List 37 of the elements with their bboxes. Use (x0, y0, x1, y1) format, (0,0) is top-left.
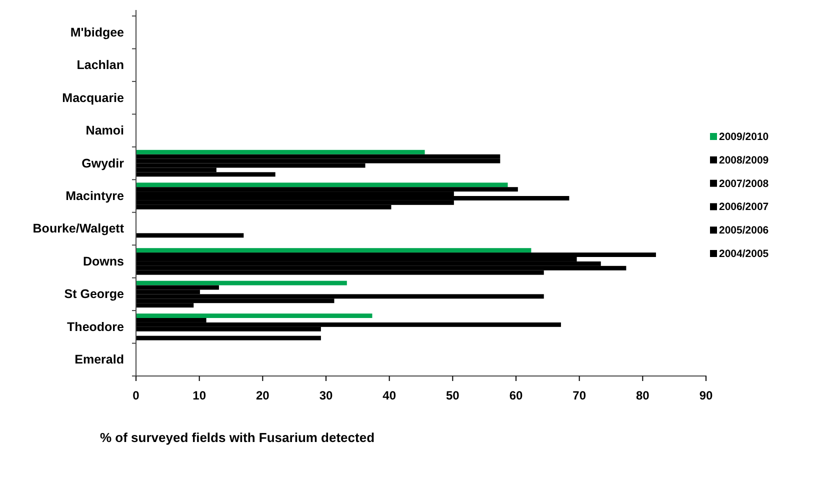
x-tick-label: 30 (319, 388, 333, 403)
legend-label: 2009/2010 (719, 131, 769, 143)
x-tick-label: 90 (699, 388, 713, 403)
legend-label: 2004/2005 (719, 248, 769, 260)
bar (136, 233, 244, 238)
x-tick-label: 40 (382, 388, 396, 403)
x-tick-label: 50 (446, 388, 460, 403)
legend-label: 2008/2009 (719, 154, 769, 166)
x-tick-label: 20 (256, 388, 270, 403)
x-tick-label: 0 (132, 388, 140, 403)
bar (136, 314, 372, 318)
bar (136, 336, 321, 340)
bar (136, 150, 425, 154)
y-tick-label: M'bidgee (70, 25, 124, 40)
legend-label: 2007/2008 (719, 178, 769, 190)
bar (136, 182, 508, 188)
y-tick-label: Gwydir (82, 156, 124, 170)
y-tick-label: Macintyre (66, 189, 124, 203)
y-tick-label: Macquarie (62, 90, 124, 105)
y-tick-label: Lachlan (76, 58, 124, 72)
x-tick-label: 70 (572, 388, 586, 403)
x-axis-title: % of surveyed fields with Fusarium detected (100, 430, 375, 445)
x-tick-label: 10 (192, 388, 206, 403)
x-tick-label: 60 (509, 388, 523, 403)
bar (136, 280, 347, 286)
legend-label: 2006/2007 (719, 201, 769, 214)
y-tick-label: St George (64, 287, 124, 302)
x-tick-label: 80 (636, 388, 650, 403)
y-tick-label: Namoi (86, 124, 124, 138)
bar (136, 248, 532, 253)
legend-label: 2005/2006 (719, 224, 769, 237)
bar (136, 158, 500, 164)
y-tick-label: Theodore (67, 320, 124, 334)
y-tick-label: Downs (83, 254, 124, 268)
y-tick-label: Bourke/Walgett (32, 222, 125, 236)
bar (136, 187, 518, 192)
y-tick-label: Emerald (74, 352, 124, 367)
